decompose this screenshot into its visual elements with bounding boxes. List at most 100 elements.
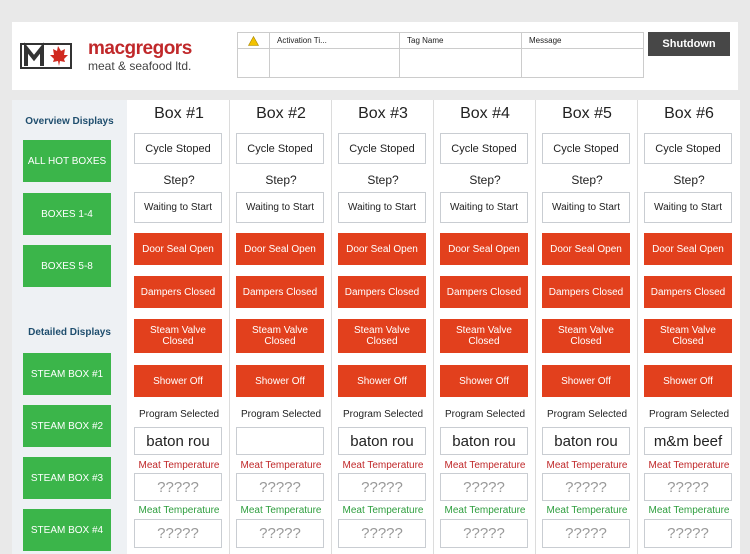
status-field: Cycle Stoped: [338, 133, 426, 164]
meat-temp-label: Meat Temperature: [648, 505, 730, 516]
program-field[interactable]: baton rou: [338, 427, 426, 455]
step-label: Step?: [367, 173, 399, 187]
alarm-indicator: Dampers Closed: [236, 276, 324, 308]
program-label: Program Selected: [648, 409, 730, 420]
detailed-button[interactable]: STEAM BOX #3: [23, 457, 111, 499]
meat-temp-label: Meat Temperature: [648, 460, 730, 471]
overview-button[interactable]: BOXES 1-4: [23, 193, 111, 235]
program-label: Program Selected: [444, 409, 526, 420]
detailed-button[interactable]: STEAM BOX #4: [23, 509, 111, 551]
table-column: Message: [521, 33, 643, 77]
program-field[interactable]: baton rou: [134, 427, 222, 455]
detailed-button[interactable]: STEAM BOX #1: [23, 353, 111, 395]
program-field[interactable]: baton rou: [542, 427, 630, 455]
alarm-indicator: Steam Valve Closed: [440, 319, 528, 353]
alarm-icon-column: [238, 33, 270, 77]
step-label: Step?: [673, 173, 705, 187]
status-field: Cycle Stoped: [542, 133, 630, 164]
alarm-indicator: Steam Valve Closed: [644, 319, 732, 353]
alarm-indicator: Shower Off: [542, 365, 630, 397]
box-title: Box #1: [154, 105, 204, 122]
status-field: Cycle Stoped: [644, 133, 732, 164]
status-field: Cycle Stoped: [134, 133, 222, 164]
meat-temp-field: ?????: [134, 519, 222, 548]
step-label: Step?: [265, 173, 297, 187]
alarm-indicator: Door Seal Open: [236, 233, 324, 265]
column-separator: [331, 100, 332, 554]
alarm-indicator: Steam Valve Closed: [338, 319, 426, 353]
program-label: Program Selected: [138, 409, 220, 420]
step-field: Waiting to Start: [134, 192, 222, 223]
meat-temp-field: ?????: [338, 473, 426, 501]
alarm-indicator: Door Seal Open: [440, 233, 528, 265]
logo-icon: [20, 42, 72, 69]
alarm-indicator: Shower Off: [440, 365, 528, 397]
column-separator: [637, 100, 638, 554]
logo-name: macgregors: [88, 38, 192, 59]
column-separator: [535, 100, 536, 554]
meat-temp-field: ?????: [236, 473, 324, 501]
meat-temp-label: Meat Temperature: [138, 460, 220, 471]
alarm-indicator: Steam Valve Closed: [236, 319, 324, 353]
meat-temp-label: Meat Temperature: [546, 460, 628, 471]
program-label: Program Selected: [342, 409, 424, 420]
alarm-indicator: Dampers Closed: [542, 276, 630, 308]
program-label: Program Selected: [546, 409, 628, 420]
detailed-button[interactable]: STEAM BOX #2: [23, 405, 111, 447]
program-field[interactable]: baton rou: [440, 427, 528, 455]
alarm-indicator: Dampers Closed: [644, 276, 732, 308]
program-field[interactable]: [236, 427, 324, 455]
meat-temp-label: Meat Temperature: [546, 505, 628, 516]
meat-temp-field: ?????: [236, 519, 324, 548]
column-header: Activation Ti...: [277, 36, 327, 45]
box-title: Box #2: [256, 105, 306, 122]
meat-temp-label: Meat Temperature: [240, 460, 322, 471]
program-field[interactable]: m&m beef: [644, 427, 732, 455]
alarm-indicator: Shower Off: [236, 365, 324, 397]
step-field: Waiting to Start: [338, 192, 426, 223]
column-separator: [433, 100, 434, 554]
alarm-table: Activation Ti... Tag Name Message: [237, 32, 644, 78]
alarm-indicator: Dampers Closed: [134, 276, 222, 308]
meat-temp-field: ?????: [440, 519, 528, 548]
alarm-indicator: Door Seal Open: [644, 233, 732, 265]
alarm-indicator: Door Seal Open: [542, 233, 630, 265]
meat-temp-field: ?????: [542, 473, 630, 501]
alarm-indicator: Shower Off: [338, 365, 426, 397]
meat-temp-label: Meat Temperature: [240, 505, 322, 516]
table-column: Tag Name: [399, 33, 522, 77]
column-separator: [229, 100, 230, 554]
status-field: Cycle Stoped: [440, 133, 528, 164]
meat-temp-field: ?????: [338, 519, 426, 548]
meat-temp-field: ?????: [542, 519, 630, 548]
meat-temp-label: Meat Temperature: [444, 460, 526, 471]
meat-temp-field: ?????: [440, 473, 528, 501]
step-field: Waiting to Start: [440, 192, 528, 223]
logo-tagline: meat & seafood ltd.: [88, 59, 192, 73]
box-title: Box #3: [358, 105, 408, 122]
box-title: Box #5: [562, 105, 612, 122]
shutdown-button[interactable]: Shutdown: [648, 32, 730, 56]
alarm-indicator: Shower Off: [134, 365, 222, 397]
alarm-indicator: Dampers Closed: [440, 276, 528, 308]
table-column: Activation Ti...: [269, 33, 400, 77]
step-field: Waiting to Start: [644, 192, 732, 223]
step-field: Waiting to Start: [236, 192, 324, 223]
meat-temp-label: Meat Temperature: [342, 505, 424, 516]
overview-button[interactable]: ALL HOT BOXES: [23, 140, 111, 182]
program-label: Program Selected: [240, 409, 322, 420]
alarm-indicator: Dampers Closed: [338, 276, 426, 308]
table-divider: [238, 48, 643, 49]
step-field: Waiting to Start: [542, 192, 630, 223]
overview-title: Overview Displays: [25, 116, 114, 127]
alarm-indicator: Door Seal Open: [338, 233, 426, 265]
meat-temp-field: ?????: [644, 473, 732, 501]
column-header: Tag Name: [407, 36, 444, 45]
meat-temp-label: Meat Temperature: [342, 460, 424, 471]
detailed-title: Detailed Displays: [28, 327, 111, 338]
alarm-indicator: Door Seal Open: [134, 233, 222, 265]
status-field: Cycle Stoped: [236, 133, 324, 164]
box-title: Box #6: [664, 105, 714, 122]
overview-button[interactable]: BOXES 5-8: [23, 245, 111, 287]
